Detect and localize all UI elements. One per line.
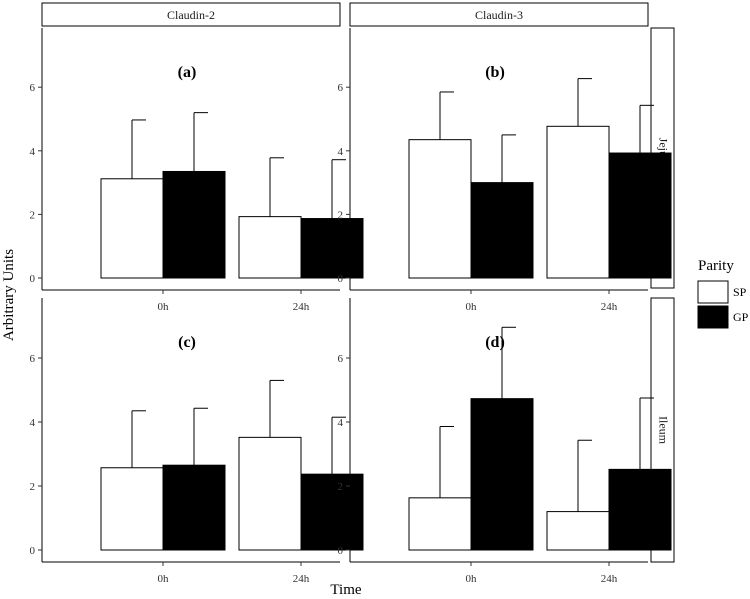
panel-c-x-tick-label-0h: 0h [158, 573, 170, 585]
panel-c-bar-gp-0h [162, 464, 226, 551]
panel-a-x-tick-label-0h: 0h [158, 301, 170, 313]
panel-a-y-tick-label-6: 6 [30, 82, 36, 94]
legend-item-gp: GP [697, 305, 749, 329]
legend-item-sp: SP [697, 280, 747, 304]
panel-c-label: (c) [178, 334, 196, 351]
panel-a-bar-sp-0h [100, 178, 164, 279]
panel-d-label: (d) [485, 334, 505, 351]
panel-c-x-tick-label-24h: 24h [293, 573, 310, 585]
panel-d-bar-gp-0h [470, 398, 534, 551]
panel-a-label: (a) [178, 64, 197, 81]
panel-d-y-tick-label-4: 4 [338, 417, 344, 429]
y-axis-title: Arbitrary Units [1, 249, 17, 341]
panel-d-x-tick-label-0h: 0h [466, 573, 478, 585]
panel-b-label: (b) [485, 64, 505, 81]
panel-c-bar-sp-24h [238, 436, 302, 551]
panel-d-bar-sp-0h [408, 497, 472, 551]
legend-label-gp: GP [733, 310, 749, 324]
panels: 0 2 4 6 0h 24h (a) 0 2 4 6 0h 24h (b) 0 2 4 6 0h 24h (c) 0 2 4 6… [30, 28, 672, 585]
strip-claudin-2: Claudin-2 [41, 2, 341, 27]
panel-d-y-tick-label-0: 0 [338, 545, 344, 557]
panel-b-y-tick-label-0: 0 [338, 273, 344, 285]
panel-b-bar-sp-24h [546, 125, 610, 279]
panel-a-bar-sp-24h [238, 216, 302, 279]
strip-label-claudin-2: Claudin-2 [167, 8, 215, 22]
panel-a-y-tick-label-2: 2 [30, 209, 36, 221]
panel-c-y-tick-label-4: 4 [30, 417, 36, 429]
panel-b-y-tick-label-2: 2 [338, 209, 344, 221]
panel-c-y-tick-label-0: 0 [30, 545, 36, 557]
panel-b: 0 2 4 6 0h 24h (b) [338, 28, 672, 313]
panel-b-x-tick-label-0h: 0h [466, 301, 478, 313]
panel-b-bar-gp-0h [470, 182, 534, 279]
panel-c-y-tick-label-2: 2 [30, 481, 36, 493]
panel-a-y-tick-label-4: 4 [30, 146, 36, 158]
panel-b-y-tick-label-4: 4 [338, 146, 344, 158]
strip-label-claudin-3: Claudin-3 [475, 8, 523, 22]
panel-a-y-tick-label-0: 0 [30, 273, 36, 285]
panel-a: 0 2 4 6 0h 24h (a) [30, 28, 364, 313]
panel-a-x-tick-label-24h: 24h [293, 301, 310, 313]
legend-swatch-sp [697, 280, 729, 304]
panel-b-y-tick-label-6: 6 [338, 82, 344, 94]
legend-title: Parity [698, 258, 734, 274]
panel-d-y-tick-label-2: 2 [338, 481, 344, 493]
panel-d: 0 2 4 6 0h 24h (d) [338, 298, 672, 585]
panel-c-y-tick-label-6: 6 [30, 353, 36, 365]
panel-d-bar-sp-24h [546, 511, 610, 551]
panel-c: 0 2 4 6 0h 24h (c) [30, 298, 364, 585]
panel-b-x-tick-label-24h: 24h [601, 301, 618, 313]
panel-b-bar-gp-24h [608, 152, 672, 279]
strip-claudin-3: Claudin-3 [349, 2, 649, 27]
panel-d-bar-gp-24h [608, 468, 672, 551]
panel-c-bar-sp-0h [100, 467, 164, 551]
panel-b-bar-sp-0h [408, 139, 472, 279]
panel-a-bar-gp-24h [300, 218, 364, 279]
legend-swatch-gp [697, 305, 729, 329]
panel-a-bar-gp-0h [162, 170, 226, 279]
x-axis-title: Time [330, 582, 361, 598]
legend-label-sp: SP [733, 285, 747, 299]
panel-d-x-tick-label-24h: 24h [601, 573, 618, 585]
legend: Parity SP GP [697, 258, 749, 329]
panel-d-y-tick-label-6: 6 [338, 353, 344, 365]
panel-c-bar-gp-24h [300, 473, 364, 551]
strip-label-ileum: Ileum [656, 416, 670, 445]
